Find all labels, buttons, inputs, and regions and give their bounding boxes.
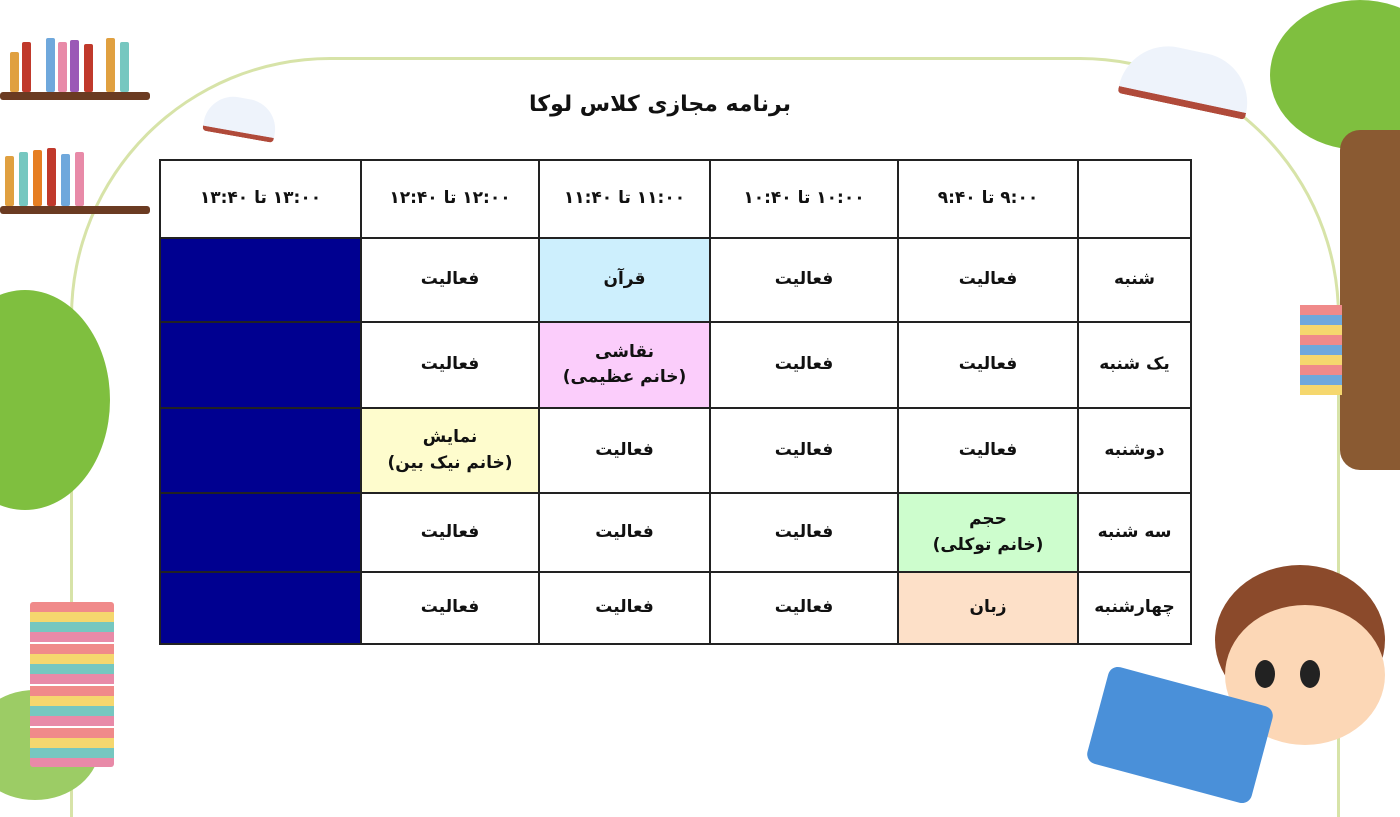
- page-title: برنامه مجازی کلاس لوکا: [529, 92, 791, 117]
- schedule-table: ۹:۰۰ تا ۹:۴۰ ۱۰:۰۰ تا ۱۰:۴۰ ۱۱:۰۰ تا ۱۱:…: [159, 159, 1192, 645]
- day-cell: سه شنبه: [1077, 492, 1192, 573]
- schedule-cell: فعالیت: [538, 492, 711, 573]
- schedule-cell: فعالیت: [709, 237, 899, 323]
- schedule-cell: فعالیت: [897, 407, 1079, 494]
- header-cell-time: ۹:۰۰ تا ۹:۴۰: [897, 159, 1079, 239]
- bookshelf-illustration: [0, 30, 150, 214]
- header-cell-corner: [1077, 159, 1192, 239]
- table-row: چهارشنبه زبان فعالیت فعالیت فعالیت: [159, 571, 1192, 645]
- day-cell: دوشنبه: [1077, 407, 1192, 494]
- day-cell: شنبه: [1077, 237, 1192, 323]
- header-cell-time: ۱۱:۰۰ تا ۱۱:۴۰: [538, 159, 711, 239]
- schedule-cell: فعالیت: [709, 321, 899, 409]
- schedule-cell: فعالیت: [538, 571, 711, 645]
- child-reading-illustration: [1084, 565, 1400, 806]
- header-cell-time: ۱۳:۰۰ تا ۱۳:۴۰: [159, 159, 362, 239]
- schedule-cell: فعالیت: [897, 237, 1079, 323]
- schedule-cell-show: نمایش (خانم نیک بین): [360, 407, 540, 494]
- schedule-cell: فعالیت: [538, 407, 711, 494]
- blocked-cell: [159, 321, 362, 409]
- day-cell: یک شنبه: [1077, 321, 1192, 409]
- schedule-cell: فعالیت: [709, 571, 899, 645]
- book-stack-illustration-right: [1300, 305, 1342, 395]
- day-cell: چهارشنبه: [1077, 571, 1192, 645]
- header-cell-time: ۱۰:۰۰ تا ۱۰:۴۰: [709, 159, 899, 239]
- schedule-cell-language: زبان: [897, 571, 1079, 645]
- blocked-cell: [159, 571, 362, 645]
- table-row: سه شنبه حجم (خانم توکلی) فعالیت فعالیت ف…: [159, 492, 1192, 573]
- schedule-cell: فعالیت: [897, 321, 1079, 409]
- table-row: شنبه فعالیت فعالیت قرآن فعالیت: [159, 237, 1192, 323]
- schedule-cell: فعالیت: [360, 321, 540, 409]
- table-row: دوشنبه فعالیت فعالیت فعالیت نمایش (خانم …: [159, 407, 1192, 494]
- tree-trunk-right: [1340, 130, 1400, 470]
- header-row: ۹:۰۰ تا ۹:۴۰ ۱۰:۰۰ تا ۱۰:۴۰ ۱۱:۰۰ تا ۱۱:…: [159, 159, 1192, 239]
- table-row: یک شنبه فعالیت فعالیت نقاشی (خانم عظیمی)…: [159, 321, 1192, 409]
- schedule-cell: فعالیت: [360, 571, 540, 645]
- schedule-cell-volume: حجم (خانم توکلی): [897, 492, 1079, 573]
- schedule-cell-quran: قرآن: [538, 237, 711, 323]
- blocked-cell: [159, 407, 362, 494]
- blocked-cell: [159, 492, 362, 573]
- schedule-cell-painting: نقاشی (خانم عظیمی): [538, 321, 711, 409]
- schedule-cell: فعالیت: [360, 492, 540, 573]
- schedule-cell: فعالیت: [709, 492, 899, 573]
- schedule-cell: فعالیت: [709, 407, 899, 494]
- tree-illustration-right: [1270, 0, 1400, 150]
- book-stack-illustration: [30, 602, 114, 767]
- header-cell-time: ۱۲:۰۰ تا ۱۲:۴۰: [360, 159, 540, 239]
- schedule-cell: فعالیت: [360, 237, 540, 323]
- blocked-cell: [159, 237, 362, 323]
